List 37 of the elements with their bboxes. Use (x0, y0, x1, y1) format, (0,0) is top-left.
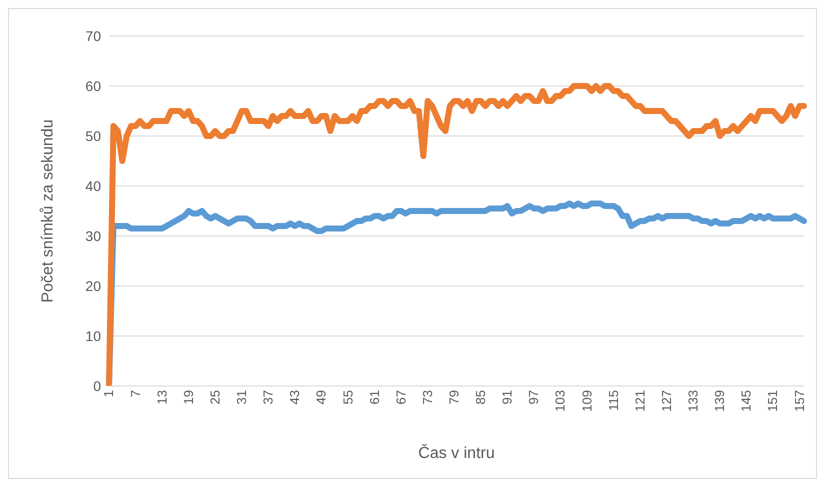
x-tick-label: 91 (500, 390, 515, 404)
x-tick-label: 145 (738, 390, 754, 412)
x-tick-label: 13 (154, 390, 170, 404)
y-tick-label: 60 (85, 78, 102, 94)
y-tick-label: 40 (85, 178, 102, 194)
x-tick-label: 157 (792, 390, 807, 412)
y-tick-label: 70 (85, 28, 102, 44)
x-tick-label: 85 (473, 390, 488, 404)
x-tick-label: 61 (366, 390, 382, 404)
x-tick-label: 55 (340, 390, 356, 404)
x-tick-label: 121 (632, 390, 648, 412)
y-axis-title: Počet snímků za sekundu (40, 119, 57, 303)
x-tick-label: 43 (287, 390, 302, 404)
x-tick-label: 97 (526, 390, 542, 404)
x-tick-label: 151 (765, 390, 780, 412)
x-axis-title: Čas v intru (418, 444, 495, 462)
x-tick-label: 37 (260, 390, 276, 404)
x-tick-label: 139 (712, 390, 728, 412)
y-tick-label: 10 (85, 328, 102, 344)
y-tick-label: 20 (85, 278, 102, 294)
y-tick-label: 50 (85, 128, 102, 144)
x-tick-label: 73 (420, 390, 435, 404)
x-tick-label: 79 (446, 390, 462, 404)
x-tick-label: 31 (234, 390, 250, 404)
x-tick-label: 7 (128, 390, 143, 398)
x-tick-label: 67 (393, 390, 408, 404)
x-tick-label: 133 (686, 390, 701, 412)
y-tick-label: 0 (93, 378, 102, 394)
y-tick-label: 30 (85, 228, 102, 244)
x-tick-label: 127 (659, 390, 674, 412)
x-tick-label: 1 (101, 390, 116, 398)
x-tick-label: 109 (579, 390, 594, 412)
x-tick-label: 49 (314, 390, 329, 404)
x-tick-label: 115 (606, 390, 621, 411)
x-tick-label: 19 (180, 390, 196, 404)
x-tick-label: 25 (207, 390, 222, 404)
x-tick-label: 103 (552, 390, 568, 412)
